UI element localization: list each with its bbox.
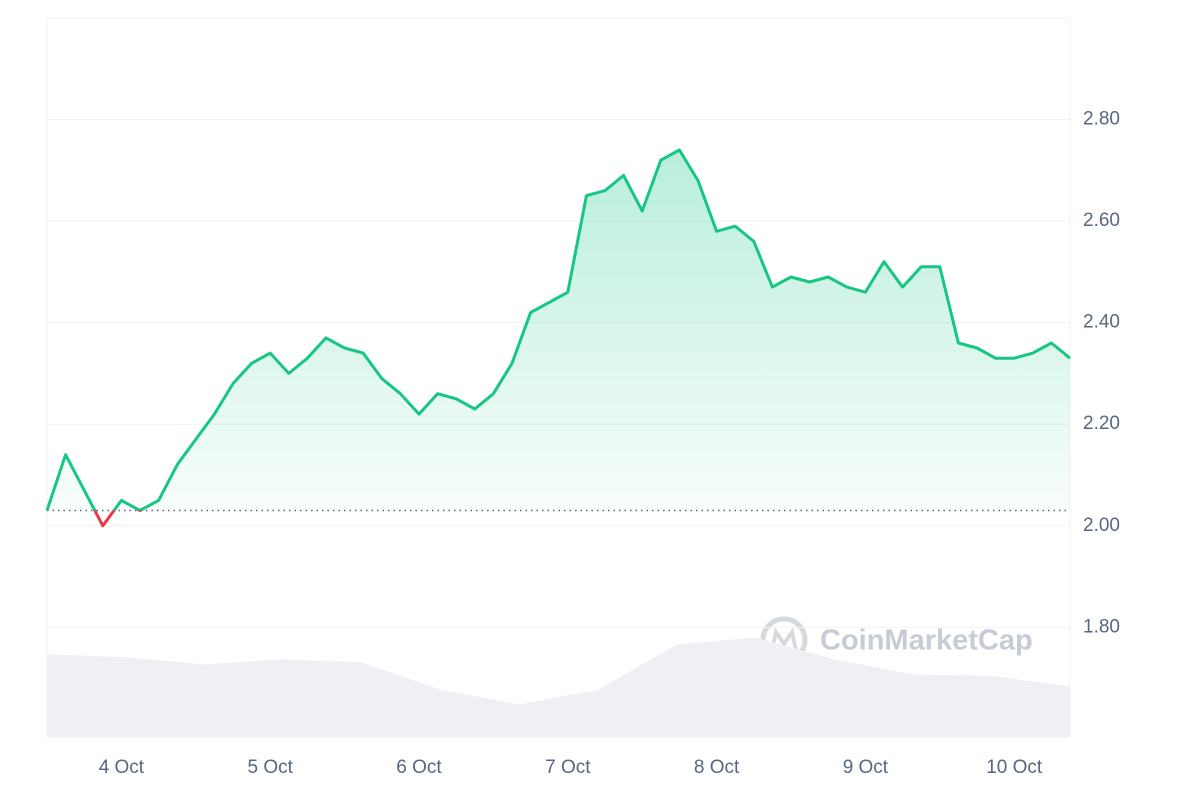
volume-area xyxy=(47,637,1070,737)
y-tick-label: 2.60 xyxy=(1083,210,1120,231)
y-tick-label: 2.80 xyxy=(1083,109,1120,130)
x-tick-label: 4 Oct xyxy=(99,757,145,778)
x-tick-label: 8 Oct xyxy=(694,757,740,778)
y-tick-label: 2.20 xyxy=(1083,413,1120,434)
x-tick-label: 9 Oct xyxy=(843,757,889,778)
y-tick-label: 2.40 xyxy=(1083,312,1120,333)
x-tick-label: 5 Oct xyxy=(247,757,293,778)
y-tick-label: 1.80 xyxy=(1083,616,1120,637)
x-tick-label: 7 Oct xyxy=(545,757,591,778)
area xyxy=(47,150,1070,511)
x-tick-label: 10 Oct xyxy=(986,757,1043,778)
x-tick-label: 6 Oct xyxy=(396,757,442,778)
watermark: CoinMarketCap xyxy=(820,625,1033,657)
price-line xyxy=(45,148,1071,511)
y-tick-label: 2.00 xyxy=(1083,515,1120,536)
